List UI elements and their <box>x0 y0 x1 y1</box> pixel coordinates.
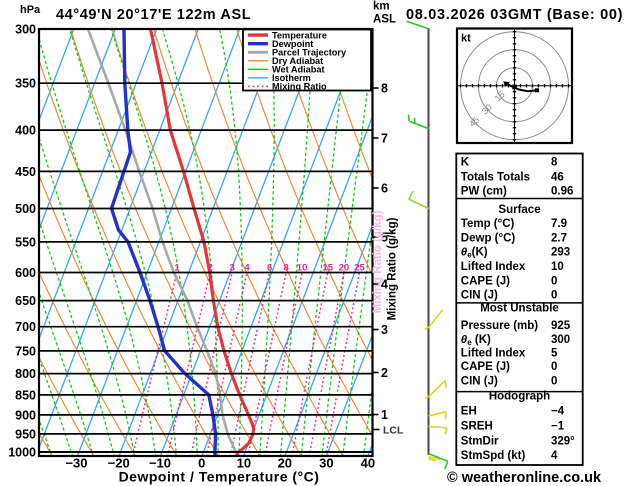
svg-text:450: 450 <box>15 165 36 179</box>
svg-text:ASL: ASL <box>373 14 396 26</box>
svg-text:800: 800 <box>15 367 36 381</box>
svg-text:Parcel Trajectory: Parcel Trajectory <box>272 47 347 57</box>
svg-text:CAPE (J): CAPE (J) <box>461 276 510 288</box>
svg-text:600: 600 <box>15 266 36 280</box>
svg-text:Dewpoint / Temperature (°C): Dewpoint / Temperature (°C) <box>119 469 320 485</box>
svg-text:θe (K): θe (K) <box>461 334 491 347</box>
svg-text:350: 350 <box>15 77 36 91</box>
svg-text:950: 950 <box>15 427 36 441</box>
svg-text:650: 650 <box>15 294 36 308</box>
svg-text:08.03.2026 03GMT (Base: 00): 08.03.2026 03GMT (Base: 00) <box>406 7 623 23</box>
svg-text:kt: kt <box>461 33 471 45</box>
svg-text:925: 925 <box>551 320 571 332</box>
svg-text:700: 700 <box>15 320 36 334</box>
svg-text:Dry Adiabat: Dry Adiabat <box>272 56 323 66</box>
svg-text:40: 40 <box>361 456 375 471</box>
svg-text:0: 0 <box>551 290 557 302</box>
svg-text:Isotherm: Isotherm <box>272 73 311 83</box>
svg-text:Temp (°C): Temp (°C) <box>461 218 515 230</box>
svg-text:0: 0 <box>551 376 557 388</box>
svg-text:4: 4 <box>551 450 558 462</box>
svg-text:Lifted Index: Lifted Index <box>461 261 526 273</box>
svg-text:329°: 329° <box>551 436 575 448</box>
svg-text:1: 1 <box>174 263 180 274</box>
svg-text:−30: −30 <box>65 456 87 471</box>
svg-text:8: 8 <box>551 157 558 169</box>
svg-text:Surface: Surface <box>498 204 540 216</box>
svg-text:20: 20 <box>339 263 350 274</box>
svg-text:Dewp (°C): Dewp (°C) <box>461 233 516 245</box>
svg-text:4: 4 <box>244 263 250 274</box>
svg-text:750: 750 <box>15 344 36 358</box>
svg-text:0: 0 <box>551 276 557 288</box>
svg-text:−20: −20 <box>108 456 130 471</box>
svg-text:8: 8 <box>284 263 289 274</box>
svg-text:Hodograph: Hodograph <box>489 391 550 403</box>
svg-text:K: K <box>461 157 470 169</box>
svg-text:300: 300 <box>551 334 570 346</box>
svg-text:StmSpd (kt): StmSpd (kt) <box>461 450 526 462</box>
svg-text:6: 6 <box>267 263 272 274</box>
svg-text:SREH: SREH <box>461 421 493 433</box>
svg-text:2.7: 2.7 <box>551 233 567 245</box>
svg-text:CAPE (J): CAPE (J) <box>461 361 510 373</box>
svg-text:EH: EH <box>461 406 477 418</box>
svg-text:6: 6 <box>381 182 388 196</box>
svg-text:Lifted Index: Lifted Index <box>461 348 526 360</box>
svg-text:25: 25 <box>354 263 365 274</box>
svg-text:10: 10 <box>551 261 564 273</box>
svg-text:CIN (J): CIN (J) <box>461 290 498 302</box>
svg-text:StmDir: StmDir <box>461 436 499 448</box>
svg-text:0: 0 <box>551 361 557 373</box>
svg-text:0.96: 0.96 <box>551 186 573 198</box>
svg-text:293: 293 <box>551 247 570 259</box>
svg-text:km: km <box>373 1 390 13</box>
svg-text:Temperature: Temperature <box>272 30 327 40</box>
svg-text:1: 1 <box>381 408 388 422</box>
svg-text:5: 5 <box>381 231 388 245</box>
svg-text:1000: 1000 <box>8 446 36 460</box>
svg-text:Wet Adiabat: Wet Adiabat <box>272 65 325 75</box>
svg-text:5: 5 <box>551 348 558 360</box>
svg-text:2: 2 <box>208 263 213 274</box>
svg-text:−1: −1 <box>551 421 565 433</box>
svg-text:10: 10 <box>237 456 251 471</box>
svg-text:0: 0 <box>198 456 205 471</box>
svg-text:PW (cm): PW (cm) <box>461 186 507 198</box>
svg-text:4: 4 <box>381 278 388 292</box>
svg-text:2: 2 <box>381 366 388 380</box>
svg-text:3: 3 <box>381 323 388 337</box>
svg-text:Totals Totals: Totals Totals <box>461 172 530 184</box>
svg-text:400: 400 <box>15 124 36 138</box>
svg-text:30: 30 <box>319 456 333 471</box>
svg-text:300: 300 <box>15 23 36 37</box>
svg-text:7.9: 7.9 <box>551 218 567 230</box>
svg-text:Pressure (mb): Pressure (mb) <box>461 320 539 332</box>
svg-text:850: 850 <box>15 388 36 402</box>
svg-text:Mixing Ratio: Mixing Ratio <box>272 82 327 92</box>
svg-text:Mixing Ratio (g/kg): Mixing Ratio (g/kg) <box>372 210 384 313</box>
svg-text:10: 10 <box>297 263 308 274</box>
svg-text:20: 20 <box>278 456 292 471</box>
svg-text:Mixing Ratio (g/kg): Mixing Ratio (g/kg) <box>387 217 399 320</box>
svg-text:550: 550 <box>15 235 36 249</box>
svg-text:CIN (J): CIN (J) <box>461 376 498 388</box>
svg-text:LCL: LCL <box>383 425 404 437</box>
svg-text:15: 15 <box>322 263 333 274</box>
svg-text:500: 500 <box>15 202 36 216</box>
svg-text:3: 3 <box>229 263 234 274</box>
svg-text:7: 7 <box>381 132 388 146</box>
svg-text:hPa: hPa <box>20 4 41 16</box>
svg-text:−10: −10 <box>149 456 171 471</box>
svg-text:44°49'N 20°17'E 122m ASL: 44°49'N 20°17'E 122m ASL <box>56 7 251 23</box>
svg-text:8: 8 <box>381 82 388 96</box>
svg-text:−4: −4 <box>551 406 565 418</box>
svg-text:46: 46 <box>551 172 564 184</box>
svg-text:900: 900 <box>15 408 36 422</box>
svg-text:Dewpoint: Dewpoint <box>272 39 313 49</box>
svg-text:Most Unstable: Most Unstable <box>480 303 559 315</box>
svg-text:© weatheronline.co.uk: © weatheronline.co.uk <box>447 470 602 486</box>
svg-text:θe(K): θe(K) <box>461 247 488 260</box>
